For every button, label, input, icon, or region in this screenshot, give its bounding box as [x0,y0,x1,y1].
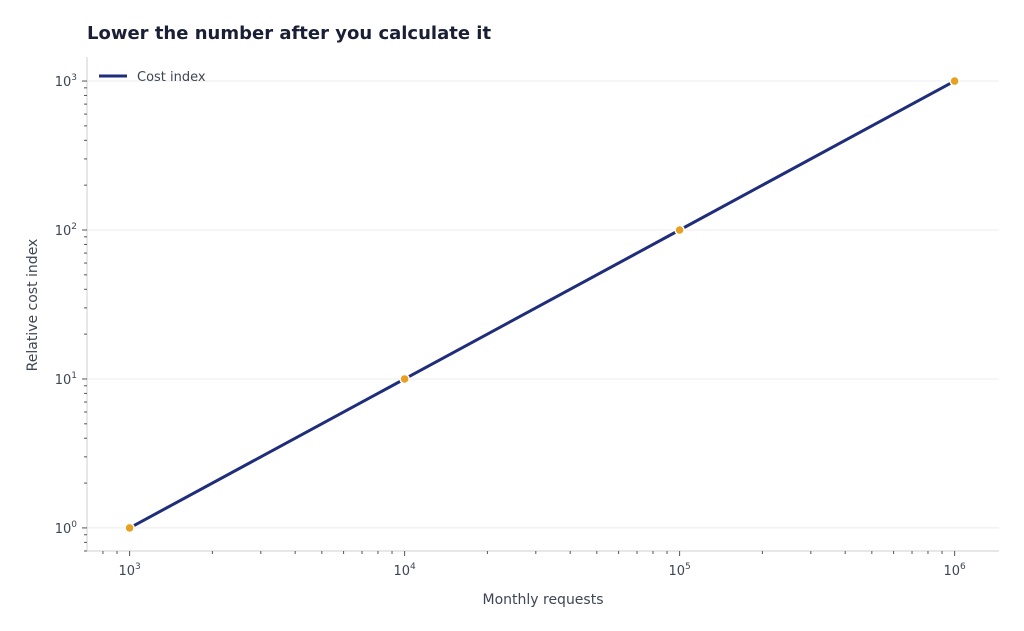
data-point [399,373,410,385]
x-tick-label: 104 [393,562,416,579]
y-tick-label: 102 [55,222,77,239]
y-tick-label: 100 [55,520,78,537]
x-axis-label: Monthly requests [482,592,603,608]
x-tick-label: 105 [668,562,690,579]
y-tick-label: 103 [55,73,77,90]
chart-title: Lower the number after you calculate it [87,23,491,44]
grid-lines [87,80,999,529]
data-point [124,522,135,534]
legend: Cost index [99,70,206,85]
y-tick-label: 101 [55,371,77,388]
y-axis-label: Relative cost index [25,239,41,372]
data-point [674,224,685,236]
axes: 103 104 105 106 100 101 102 103 [55,57,999,579]
data-point [949,75,960,87]
series-layer [124,75,960,534]
series-line [128,79,957,530]
legend-label: Cost index [137,70,206,85]
x-tick-label: 103 [118,562,140,579]
x-tick-label: 106 [943,562,966,579]
